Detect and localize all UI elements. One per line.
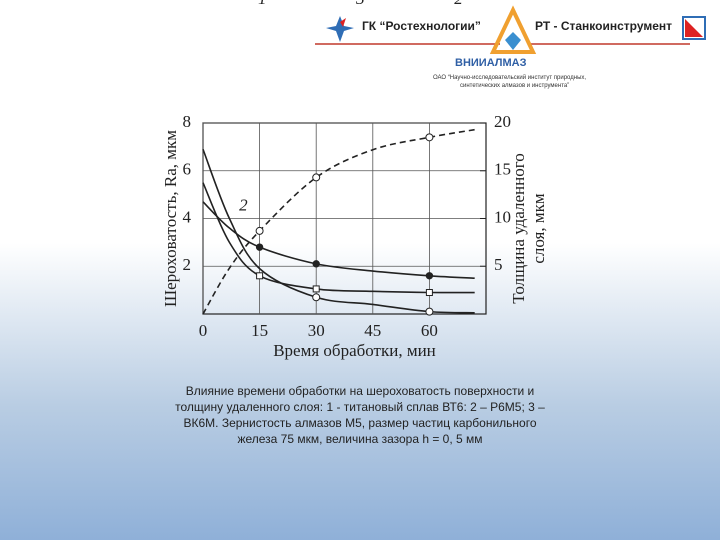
- chart: 0 15 30 45 60 2 4 6 8 5 10 15 20 Время обработки, мин…: [161, 0, 548, 360]
- marker: [256, 272, 264, 280]
- y2-tick-label: 10: [494, 207, 511, 226]
- institute-line: синтетических алмазов и инструмента”: [460, 83, 569, 89]
- marker: [425, 133, 434, 142]
- marker: [312, 173, 321, 182]
- marker: [255, 243, 264, 251]
- y2-tick-label: 20: [494, 112, 511, 131]
- y-axis-label: Шероховатость, Ra, мкм: [161, 130, 180, 307]
- header: ГК “Ростехнологии” РТ - Станкоинструмент…: [315, 5, 706, 89]
- marker: [312, 293, 321, 302]
- y2-axis-label: слоя, мкм: [529, 193, 548, 264]
- series-label: 1: [258, 0, 267, 8]
- series-label: 3: [355, 0, 365, 8]
- y2-tick-label: 15: [494, 160, 511, 179]
- corner-logo-part: [685, 19, 703, 37]
- star-logo: [326, 16, 354, 42]
- series-label: 2: [239, 195, 248, 214]
- x-tick-label: 0: [199, 321, 208, 340]
- right-logo: РТ - Станкоинструмент: [535, 19, 672, 33]
- x-tick-label: 45: [364, 321, 381, 340]
- marker: [425, 289, 433, 297]
- y-tick-label: 6: [183, 160, 192, 179]
- institute: ВНИИАЛМАЗ: [455, 57, 527, 69]
- x-axis-label: Время обработки, мин: [273, 341, 436, 360]
- marker: [255, 226, 264, 235]
- caption: Влияние времени обработки на шероховатос…: [175, 384, 545, 446]
- y-tick-label: 8: [183, 112, 192, 131]
- marker: [312, 285, 320, 293]
- diamond-logo: [505, 32, 521, 50]
- x-tick-label: 30: [308, 321, 325, 340]
- series-line: [202, 148, 475, 314]
- y2-axis-label: Толщина удаленного: [509, 153, 528, 304]
- series-label: 2: [454, 0, 463, 8]
- series-line: [202, 128, 475, 315]
- institute-line: ОАО “Научно-исследовательский институт п…: [433, 74, 586, 81]
- x-tick-label: 60: [421, 321, 438, 340]
- y-tick-label: 4: [183, 207, 192, 226]
- marker: [425, 307, 434, 316]
- marker: [312, 260, 320, 268]
- y2-tick-label: 5: [494, 255, 503, 274]
- marker: [425, 272, 434, 280]
- triangle-logo: [489, 5, 537, 54]
- x-tick-label: 15: [251, 321, 268, 340]
- left-logo: ГК “Ростехнологии”: [362, 19, 481, 33]
- y-tick-label: 2: [183, 255, 192, 274]
